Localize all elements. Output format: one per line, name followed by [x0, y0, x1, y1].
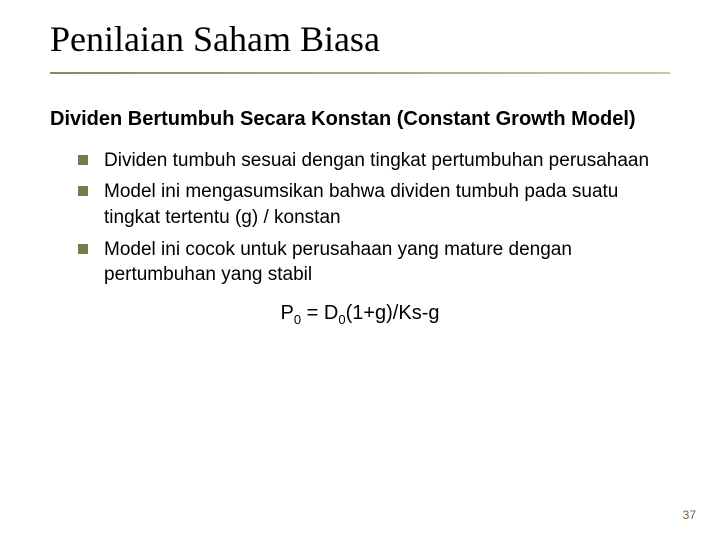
formula-d-sub: 0 [338, 312, 345, 327]
formula-p: P [281, 302, 294, 324]
page-number: 37 [683, 508, 696, 522]
formula-eq: = [301, 302, 324, 324]
formula-d: D [324, 302, 338, 324]
list-item: Dividen tumbuh sesuai dengan tingkat per… [78, 148, 670, 174]
formula-p-sub: 0 [294, 312, 301, 327]
bullet-list: Dividen tumbuh sesuai dengan tingkat per… [50, 148, 670, 288]
list-item: Model ini cocok untuk perusahaan yang ma… [78, 237, 670, 288]
formula: P0 = D0(1+g)/Ks-g [50, 302, 670, 327]
slide-title: Penilaian Saham Biasa [50, 20, 670, 74]
formula-tail: (1+g)/Ks-g [346, 302, 440, 324]
slide: Penilaian Saham Biasa Dividen Bertumbuh … [0, 0, 720, 540]
list-item: Model ini mengasumsikan bahwa dividen tu… [78, 179, 670, 230]
slide-subtitle: Dividen Bertumbuh Secara Konstan (Consta… [50, 106, 670, 132]
